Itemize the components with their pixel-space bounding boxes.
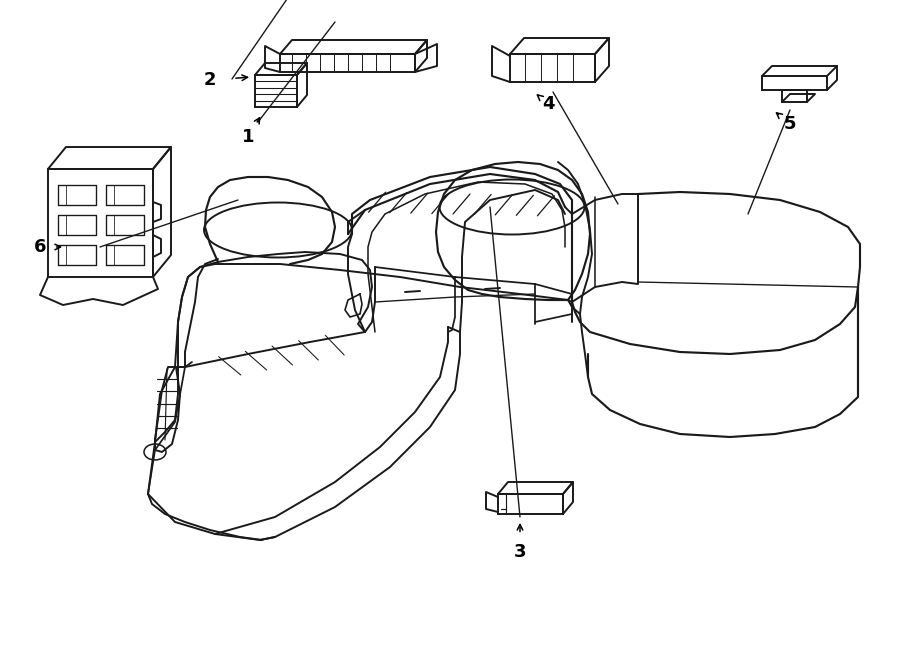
Text: 2: 2 <box>203 71 216 89</box>
Text: 3: 3 <box>514 543 526 561</box>
Text: 1: 1 <box>242 128 254 146</box>
Text: 4: 4 <box>542 95 554 113</box>
Text: 6: 6 <box>34 238 46 256</box>
Text: 5: 5 <box>784 115 796 133</box>
